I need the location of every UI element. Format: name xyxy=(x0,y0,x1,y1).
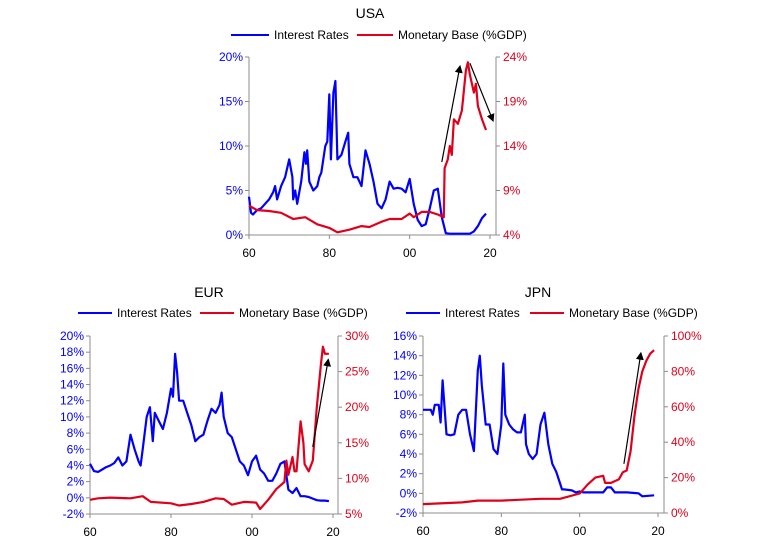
usa-left-tick-label: 10% xyxy=(219,139,243,153)
usa-x-tick-label: 20 xyxy=(483,246,497,260)
eur-legend-monetary: Monetary Base (%GDP) xyxy=(200,306,368,320)
usa-x-tick-label: 00 xyxy=(403,246,417,260)
usa-x-tick-label: 60 xyxy=(242,246,256,260)
jpn-left-tick-label: 10% xyxy=(393,388,417,402)
legend-label: Monetary Base (%GDP) xyxy=(239,306,368,320)
jpn-monetary-base-line xyxy=(422,349,655,506)
legend-swatch-red xyxy=(357,33,393,37)
eur-left-tick-label: 4% xyxy=(67,458,85,472)
legend-swatch-blue xyxy=(231,33,269,37)
usa-legend-monetary: Monetary Base (%GDP) xyxy=(357,28,527,42)
eur-x-tick-label: 20 xyxy=(326,525,340,539)
usa-trend-arrow xyxy=(441,64,463,163)
jpn-left-tick-label: 2% xyxy=(400,467,418,481)
jpn-x-tick-label: 60 xyxy=(416,524,430,538)
jpn-left-tick-label: -2% xyxy=(396,506,418,520)
legend-swatch-blue xyxy=(78,311,112,315)
usa-left-tick-label: 15% xyxy=(219,95,243,109)
eur-left-tick-label: 12% xyxy=(60,394,84,408)
jpn-left-tick-label: 0% xyxy=(400,486,418,500)
jpn-left-tick-label: 16% xyxy=(393,329,417,343)
jpn-left-tick-label: 14% xyxy=(393,349,417,363)
legend-swatch-red xyxy=(200,311,234,315)
usa-trend-arrow xyxy=(469,63,495,123)
usa-chart-title: USA xyxy=(355,5,385,21)
jpn-left-tick-label: 4% xyxy=(400,447,418,461)
usa-interest-rates-line xyxy=(247,79,487,235)
eur-left-tick-label: 20% xyxy=(60,329,84,343)
legend-label: Interest Rates xyxy=(445,306,520,320)
eur-right-tick-label: 30% xyxy=(345,329,369,343)
eur-right-tick-label: 20% xyxy=(345,400,369,414)
eur-right-tick-label: 25% xyxy=(345,365,369,379)
jpn-legend-interest: Interest Rates xyxy=(406,306,520,320)
eur-left-tick-label: 16% xyxy=(60,361,84,375)
eur-legend-interest: Interest Rates xyxy=(78,306,192,320)
jpn-right-tick-label: 40% xyxy=(671,435,695,449)
jpn-x-tick-label: 80 xyxy=(495,524,509,538)
eur-right-tick-label: 15% xyxy=(345,436,369,450)
eur-trend-arrow xyxy=(312,358,332,447)
eur-x-tick-label: 80 xyxy=(164,525,178,539)
jpn-right-tick-label: 80% xyxy=(671,364,695,378)
jpn-left-tick-label: 6% xyxy=(400,427,418,441)
usa-left-tick-label: 5% xyxy=(226,184,244,198)
eur-left-tick-label: 14% xyxy=(60,378,84,392)
jpn-interest-rates-line xyxy=(423,354,655,498)
jpn-legend-monetary: Monetary Base (%GDP) xyxy=(530,306,698,320)
eur-left-tick-label: 18% xyxy=(60,345,84,359)
jpn-chart-title: JPN xyxy=(524,284,552,300)
usa-x-tick-label: 80 xyxy=(323,246,337,260)
jpn-trend-arrow xyxy=(623,351,644,464)
eur-interest-rates-line xyxy=(89,352,330,503)
jpn-right-tick-label: 20% xyxy=(671,471,695,485)
usa-left-tick-label: 0% xyxy=(226,228,244,242)
eur-left-tick-label: 2% xyxy=(67,475,85,489)
legend-swatch-red xyxy=(530,311,564,315)
legend-label: Interest Rates xyxy=(274,28,349,42)
legend-label: Interest Rates xyxy=(117,306,192,320)
eur-left-tick-label: -2% xyxy=(63,507,85,521)
jpn-x-tick-label: 00 xyxy=(573,524,587,538)
eur-x-tick-label: 00 xyxy=(245,525,259,539)
usa-right-tick-label: 24% xyxy=(503,50,527,64)
usa-legend-interest: Interest Rates xyxy=(231,28,349,42)
jpn-left-tick-label: 12% xyxy=(393,368,417,382)
eur-right-tick-label: 10% xyxy=(345,471,369,485)
usa-right-tick-label: 4% xyxy=(503,228,521,242)
jpn-x-tick-label: 20 xyxy=(651,524,665,538)
jpn-right-tick-label: 0% xyxy=(671,506,689,520)
jpn-left-tick-label: 8% xyxy=(400,408,418,422)
eur-x-tick-label: 60 xyxy=(83,525,97,539)
usa-left-tick-label: 20% xyxy=(219,50,243,64)
legend-label: Monetary Base (%GDP) xyxy=(398,28,527,42)
usa-right-tick-label: 9% xyxy=(503,184,521,198)
eur-left-tick-label: 8% xyxy=(67,426,85,440)
jpn-right-tick-label: 100% xyxy=(671,329,702,343)
usa-right-tick-label: 14% xyxy=(503,139,527,153)
jpn-right-tick-label: 60% xyxy=(671,400,695,414)
legend-label: Monetary Base (%GDP) xyxy=(569,306,698,320)
eur-left-tick-label: 10% xyxy=(60,410,84,424)
usa-monetary-base-line xyxy=(248,61,488,234)
eur-right-tick-label: 5% xyxy=(345,507,363,521)
usa-right-tick-label: 19% xyxy=(503,95,527,109)
eur-left-tick-label: 6% xyxy=(67,442,85,456)
legend-swatch-blue xyxy=(406,311,440,315)
eur-chart-title: EUR xyxy=(194,284,224,300)
eur-left-tick-label: 0% xyxy=(67,491,85,505)
eur-monetary-base-line xyxy=(89,345,329,511)
